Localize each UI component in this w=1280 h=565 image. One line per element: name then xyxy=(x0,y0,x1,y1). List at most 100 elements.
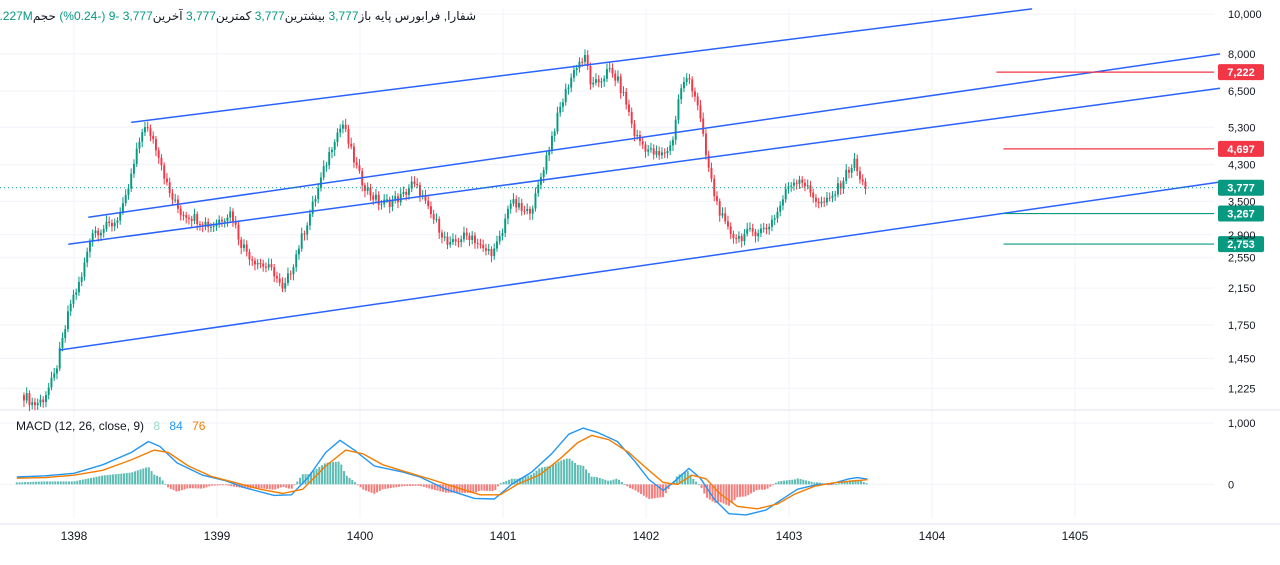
candle xyxy=(465,227,468,240)
macd-hist-bar xyxy=(560,460,563,485)
macd-hist-bar xyxy=(87,478,90,485)
candle xyxy=(834,190,837,201)
macd-signal-line xyxy=(16,434,868,510)
macd-hist-bar xyxy=(211,484,214,486)
macd-hist-bar xyxy=(139,469,142,485)
macd-hist-bar xyxy=(406,484,409,487)
candle xyxy=(858,166,861,184)
candle-body xyxy=(471,235,474,240)
candle xyxy=(611,63,614,78)
macd-hist-bar xyxy=(420,484,423,487)
macd-hist-bar xyxy=(114,474,117,485)
macd-hist-bar xyxy=(422,484,425,487)
candle-body xyxy=(306,225,309,235)
candle-body xyxy=(776,211,779,219)
macd-line-value: 84 xyxy=(169,419,183,433)
candle xyxy=(482,239,485,252)
candle xyxy=(361,167,364,192)
macd-hist-bar xyxy=(785,480,788,485)
macd-hist-bar xyxy=(128,472,131,485)
macd-hist-bar xyxy=(274,484,277,490)
candle-body xyxy=(556,112,559,132)
candle xyxy=(594,73,597,86)
candle-body xyxy=(223,221,226,223)
macd-hist-bar xyxy=(345,475,348,485)
macd-hist-bar xyxy=(282,484,285,488)
candle xyxy=(325,161,328,172)
candle-body xyxy=(127,188,130,196)
candle xyxy=(152,131,155,144)
candle xyxy=(355,157,358,169)
candle xyxy=(539,172,542,190)
candle xyxy=(567,84,570,95)
candle xyxy=(116,217,119,229)
macd-hist-bar xyxy=(329,462,332,485)
macd-hist-bar xyxy=(208,484,211,487)
macd-hist-bar xyxy=(98,476,101,485)
candle-body xyxy=(572,70,575,78)
macd-hist-bar xyxy=(376,484,379,493)
level-tag xyxy=(1218,205,1264,222)
candle xyxy=(792,178,795,191)
price-axis-tick: 2,900 xyxy=(1228,230,1256,242)
candle xyxy=(696,92,699,111)
candle-body xyxy=(102,229,105,233)
macd-hist-bar xyxy=(860,480,863,485)
candle-body xyxy=(644,144,647,152)
candle-body xyxy=(691,79,694,92)
macd-legend[interactable]: MACD (12, 26, close, 9) 8 84 76 xyxy=(16,419,205,433)
candle-body xyxy=(850,168,853,173)
candle xyxy=(212,222,215,232)
macd-hist-bar xyxy=(623,484,626,485)
candle-body xyxy=(300,233,303,249)
candle-body xyxy=(174,199,177,201)
candle-body xyxy=(413,181,416,184)
time-axis-tick: 1401 xyxy=(490,529,517,543)
macd-hist-bar xyxy=(843,481,846,485)
candle-body xyxy=(328,152,331,166)
macd-hist-bar xyxy=(57,481,60,485)
candle xyxy=(545,150,548,175)
candle xyxy=(275,271,278,283)
candle xyxy=(407,184,410,200)
macd-hist-bar xyxy=(323,463,326,485)
candle xyxy=(523,205,526,215)
candle xyxy=(69,299,72,317)
candle xyxy=(759,223,762,238)
candle xyxy=(589,62,592,90)
macd-hist-bar xyxy=(838,483,841,485)
macd-hist-bar xyxy=(450,484,453,493)
macd-hist-bar xyxy=(95,476,98,485)
candle xyxy=(765,223,768,235)
candle xyxy=(410,176,413,192)
macd-hist-bar xyxy=(739,484,742,497)
macd-hist-bar xyxy=(593,476,596,485)
macd-hist-bar xyxy=(722,484,725,504)
macd-hist-bar xyxy=(532,472,535,485)
macd-hist-bar xyxy=(703,484,706,494)
candle-body xyxy=(861,179,864,182)
candle xyxy=(748,222,751,232)
macd-hist-bar xyxy=(642,484,645,496)
macd-hist-bar xyxy=(816,482,819,485)
candle-body xyxy=(209,226,212,228)
macd-hist-bar xyxy=(279,484,282,488)
grid-lines xyxy=(0,8,1214,518)
candle xyxy=(649,142,652,153)
macd-hist-bar xyxy=(829,484,832,486)
candle-body xyxy=(451,239,454,243)
macd-hist-bar xyxy=(783,480,786,485)
candle xyxy=(592,76,595,88)
candle xyxy=(828,192,831,202)
macd-hist-bar xyxy=(109,474,112,485)
macd-hist-bar xyxy=(414,484,417,486)
candle-body xyxy=(845,169,848,181)
candle xyxy=(435,213,438,223)
candle-body xyxy=(344,124,347,130)
candle-body xyxy=(121,203,124,212)
macd-hist-bar xyxy=(150,471,153,485)
candle-body xyxy=(325,165,328,167)
candle-body xyxy=(633,123,636,137)
